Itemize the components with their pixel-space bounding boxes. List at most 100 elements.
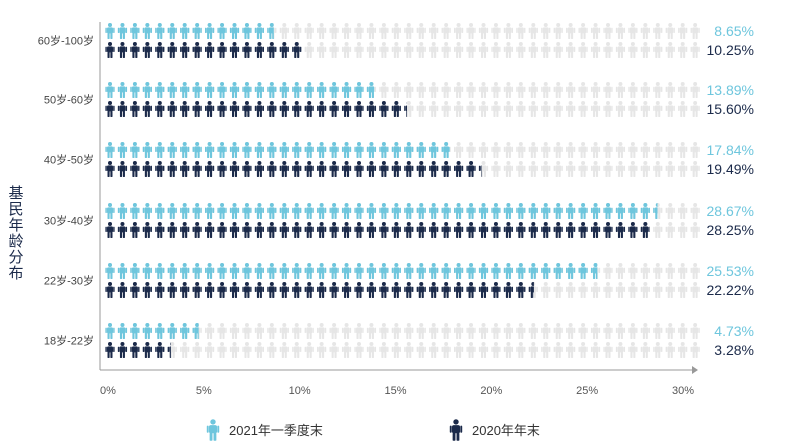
person-icon bbox=[640, 222, 650, 238]
background-person-icon bbox=[628, 323, 638, 339]
person-icon bbox=[454, 263, 464, 279]
person-icon bbox=[267, 203, 277, 219]
background-person-icon bbox=[379, 342, 389, 358]
person-icon bbox=[354, 82, 364, 98]
person-icon bbox=[217, 42, 227, 58]
background-person-icon bbox=[603, 23, 613, 39]
person-icon bbox=[466, 203, 476, 219]
person-icon bbox=[130, 323, 140, 339]
background-person-icon bbox=[528, 101, 538, 117]
background-person-icon bbox=[391, 23, 401, 39]
person-icon bbox=[354, 101, 364, 117]
person-icon bbox=[142, 282, 152, 298]
background-person-icon bbox=[553, 82, 563, 98]
person-icon bbox=[217, 161, 227, 177]
background-person-icon bbox=[678, 222, 688, 238]
background-person-icon bbox=[304, 23, 314, 39]
person-icon bbox=[130, 342, 140, 358]
person-icon bbox=[279, 101, 289, 117]
background-person-icon bbox=[466, 142, 476, 158]
person-icon bbox=[354, 203, 364, 219]
background-person-icon bbox=[653, 263, 663, 279]
person-icon bbox=[454, 203, 464, 219]
person-icon bbox=[404, 222, 414, 238]
background-person-icon bbox=[503, 323, 513, 339]
background-person-icon bbox=[665, 42, 675, 58]
background-person-icon bbox=[640, 142, 650, 158]
background-person-icon bbox=[628, 101, 638, 117]
background-person-icon bbox=[317, 42, 327, 58]
background-person-icon bbox=[653, 101, 663, 117]
background-person-icon bbox=[640, 23, 650, 39]
person-icon bbox=[292, 222, 302, 238]
background-person-icon bbox=[429, 323, 439, 339]
background-person-icon bbox=[541, 42, 551, 58]
background-person-icon bbox=[690, 161, 700, 177]
person-icon bbox=[142, 23, 152, 39]
person-icon bbox=[366, 101, 377, 117]
category-label: 30岁-40岁 bbox=[44, 214, 94, 228]
background-person-icon bbox=[640, 282, 650, 298]
person-icon bbox=[105, 323, 115, 339]
background-person-icon bbox=[615, 82, 626, 98]
person-icon bbox=[566, 222, 576, 238]
background-person-icon bbox=[354, 23, 364, 39]
person-icon bbox=[117, 203, 128, 219]
bar-2021q1 bbox=[105, 82, 375, 98]
person-icon bbox=[180, 23, 190, 39]
person-icon bbox=[341, 203, 352, 219]
person-icon bbox=[541, 203, 551, 219]
background-person-icon bbox=[516, 161, 526, 177]
person-icon bbox=[416, 161, 426, 177]
person-icon bbox=[254, 101, 264, 117]
person-icon bbox=[242, 263, 252, 279]
y-axis-title: 基民年龄分布 bbox=[7, 185, 24, 281]
person-icon bbox=[279, 161, 289, 177]
person-icon bbox=[180, 82, 190, 98]
person-icon bbox=[142, 263, 152, 279]
background-person-icon bbox=[516, 142, 526, 158]
x-tick-label: 30% bbox=[672, 385, 694, 397]
person-icon bbox=[366, 222, 377, 238]
person-icon bbox=[229, 203, 240, 219]
person-icon bbox=[105, 222, 115, 238]
background-person-icon bbox=[341, 323, 352, 339]
background-person-icon bbox=[628, 161, 638, 177]
background-person-icon bbox=[528, 42, 538, 58]
person-icon bbox=[142, 82, 152, 98]
background-person-icon bbox=[366, 342, 377, 358]
background-person-icon bbox=[653, 342, 663, 358]
background-person-icon bbox=[665, 161, 675, 177]
background-person-icon bbox=[690, 323, 700, 339]
person-icon bbox=[155, 42, 165, 58]
background-person-icon bbox=[603, 342, 613, 358]
background-person-icon bbox=[566, 282, 576, 298]
background-person-icon bbox=[553, 323, 563, 339]
person-icon bbox=[466, 222, 476, 238]
background-person-icon bbox=[478, 23, 489, 39]
background-person-icon bbox=[678, 263, 688, 279]
background-person-icon bbox=[454, 23, 464, 39]
person-icon bbox=[130, 263, 140, 279]
person-icon bbox=[142, 203, 152, 219]
person-icon bbox=[192, 23, 202, 39]
person-icon bbox=[217, 101, 227, 117]
background-person-icon bbox=[317, 323, 327, 339]
person-icon bbox=[329, 142, 339, 158]
person-icon bbox=[416, 203, 426, 219]
person-icon bbox=[317, 161, 327, 177]
person-icon bbox=[341, 82, 352, 98]
person-icon bbox=[180, 42, 190, 58]
person-icon bbox=[466, 161, 476, 177]
background-person-icon bbox=[341, 23, 352, 39]
bar-2020 bbox=[105, 222, 650, 238]
person-icon bbox=[130, 42, 140, 58]
background-person-icon bbox=[590, 161, 601, 177]
background-person-icon bbox=[628, 263, 638, 279]
background-person-icon bbox=[615, 263, 626, 279]
person-icon bbox=[628, 222, 638, 238]
background-person-icon bbox=[267, 323, 277, 339]
background-person-icon bbox=[590, 82, 601, 98]
background-person-icon bbox=[454, 323, 464, 339]
background-person-icon bbox=[590, 282, 601, 298]
